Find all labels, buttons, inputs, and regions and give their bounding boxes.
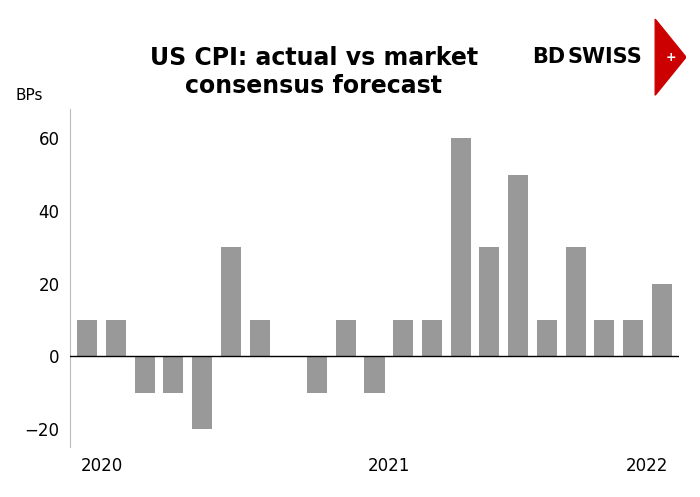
- Bar: [594, 320, 615, 356]
- Bar: [537, 320, 557, 356]
- Bar: [393, 320, 413, 356]
- Bar: [422, 320, 442, 356]
- Bar: [451, 138, 470, 356]
- Bar: [652, 284, 672, 356]
- Text: BPs: BPs: [15, 87, 43, 102]
- Bar: [106, 320, 126, 356]
- Bar: [220, 248, 241, 356]
- Text: +: +: [665, 51, 676, 64]
- Bar: [365, 356, 384, 393]
- Polygon shape: [655, 19, 686, 95]
- Text: BD: BD: [532, 47, 565, 67]
- Bar: [192, 356, 212, 429]
- Bar: [480, 248, 500, 356]
- Bar: [77, 320, 97, 356]
- Bar: [307, 356, 327, 393]
- Text: SWISS: SWISS: [568, 47, 642, 67]
- Title: US CPI: actual vs market
consensus forecast: US CPI: actual vs market consensus forec…: [150, 46, 477, 98]
- Bar: [163, 356, 183, 393]
- Bar: [336, 320, 356, 356]
- Bar: [134, 356, 155, 393]
- Bar: [623, 320, 643, 356]
- Bar: [508, 175, 528, 356]
- Bar: [249, 320, 270, 356]
- Bar: [566, 248, 586, 356]
